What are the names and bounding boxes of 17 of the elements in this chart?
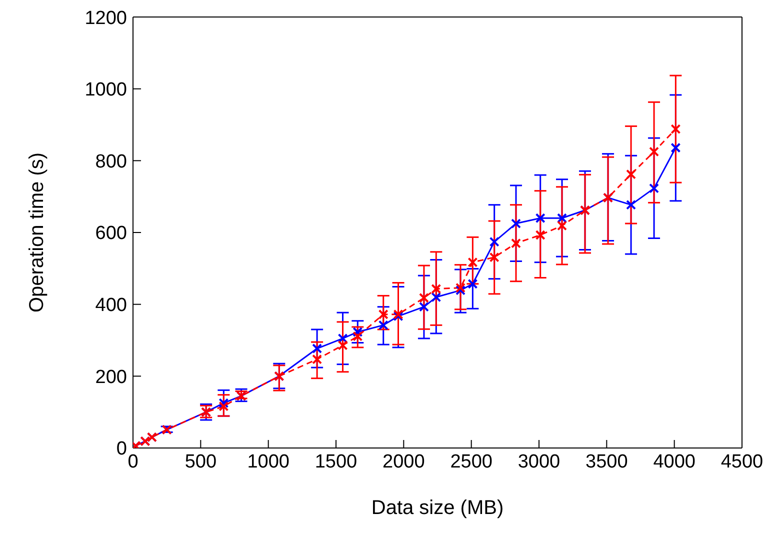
x-tick-label: 2000: [382, 451, 425, 472]
y-tick-label: 800: [95, 151, 127, 172]
x-tick-label: 1000: [247, 451, 290, 472]
y-tick-label: 1200: [84, 8, 127, 29]
x-axis-title: Data size (MB): [371, 497, 504, 519]
x-tick-label: 2500: [450, 451, 492, 472]
y-tick-label: 200: [95, 366, 127, 388]
y-axis-title: Operation time (s): [26, 152, 48, 313]
x-tick-label: 4500: [720, 451, 764, 472]
x-tick-label: 3000: [518, 451, 560, 472]
y-tick-label: 400: [95, 295, 127, 316]
y-tick-label: 1000: [84, 80, 127, 101]
y-tick-label: 600: [95, 223, 127, 244]
x-tick-label: 4000: [653, 451, 696, 472]
x-tick-label: 3500: [586, 451, 628, 472]
x-tick-label: 1500: [314, 451, 358, 472]
x-tick-label: 500: [184, 451, 217, 472]
